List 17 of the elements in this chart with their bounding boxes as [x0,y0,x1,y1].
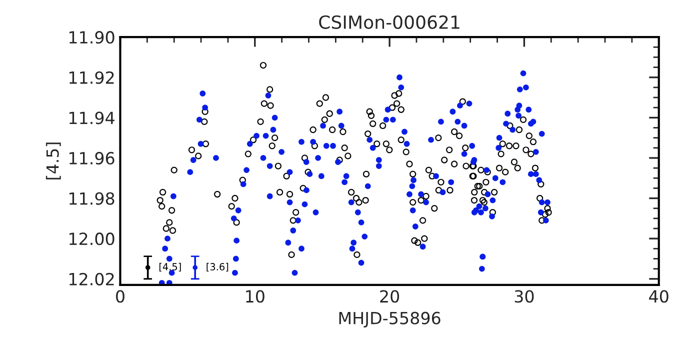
x-tick-label: 20 [380,290,400,303]
x-tick-label: 40 [649,290,668,303]
y-tick-label: 11.90 [69,31,114,44]
y-tick-label: 11.96 [69,152,114,165]
x-tick-label: 0 [116,290,124,303]
x-tick-label: 30 [514,290,534,303]
y-tick-label: 12.02 [69,272,114,286]
series-label: [3.6] [206,262,228,272]
series-label: [4.5] [159,262,181,272]
y-axis-title: [4.5] [46,142,61,180]
y-tick-label: 12.00 [69,232,114,246]
x-tick-label: 10 [246,290,264,303]
y-tick-label: 11.94 [69,112,114,124]
y-tick-label: 11.92 [69,71,114,84]
x-axis-title: MHJD-55896 [339,312,440,328]
y-tick-label: 11.98 [69,192,114,205]
chart-title: CSIMon-000621 [319,15,460,29]
